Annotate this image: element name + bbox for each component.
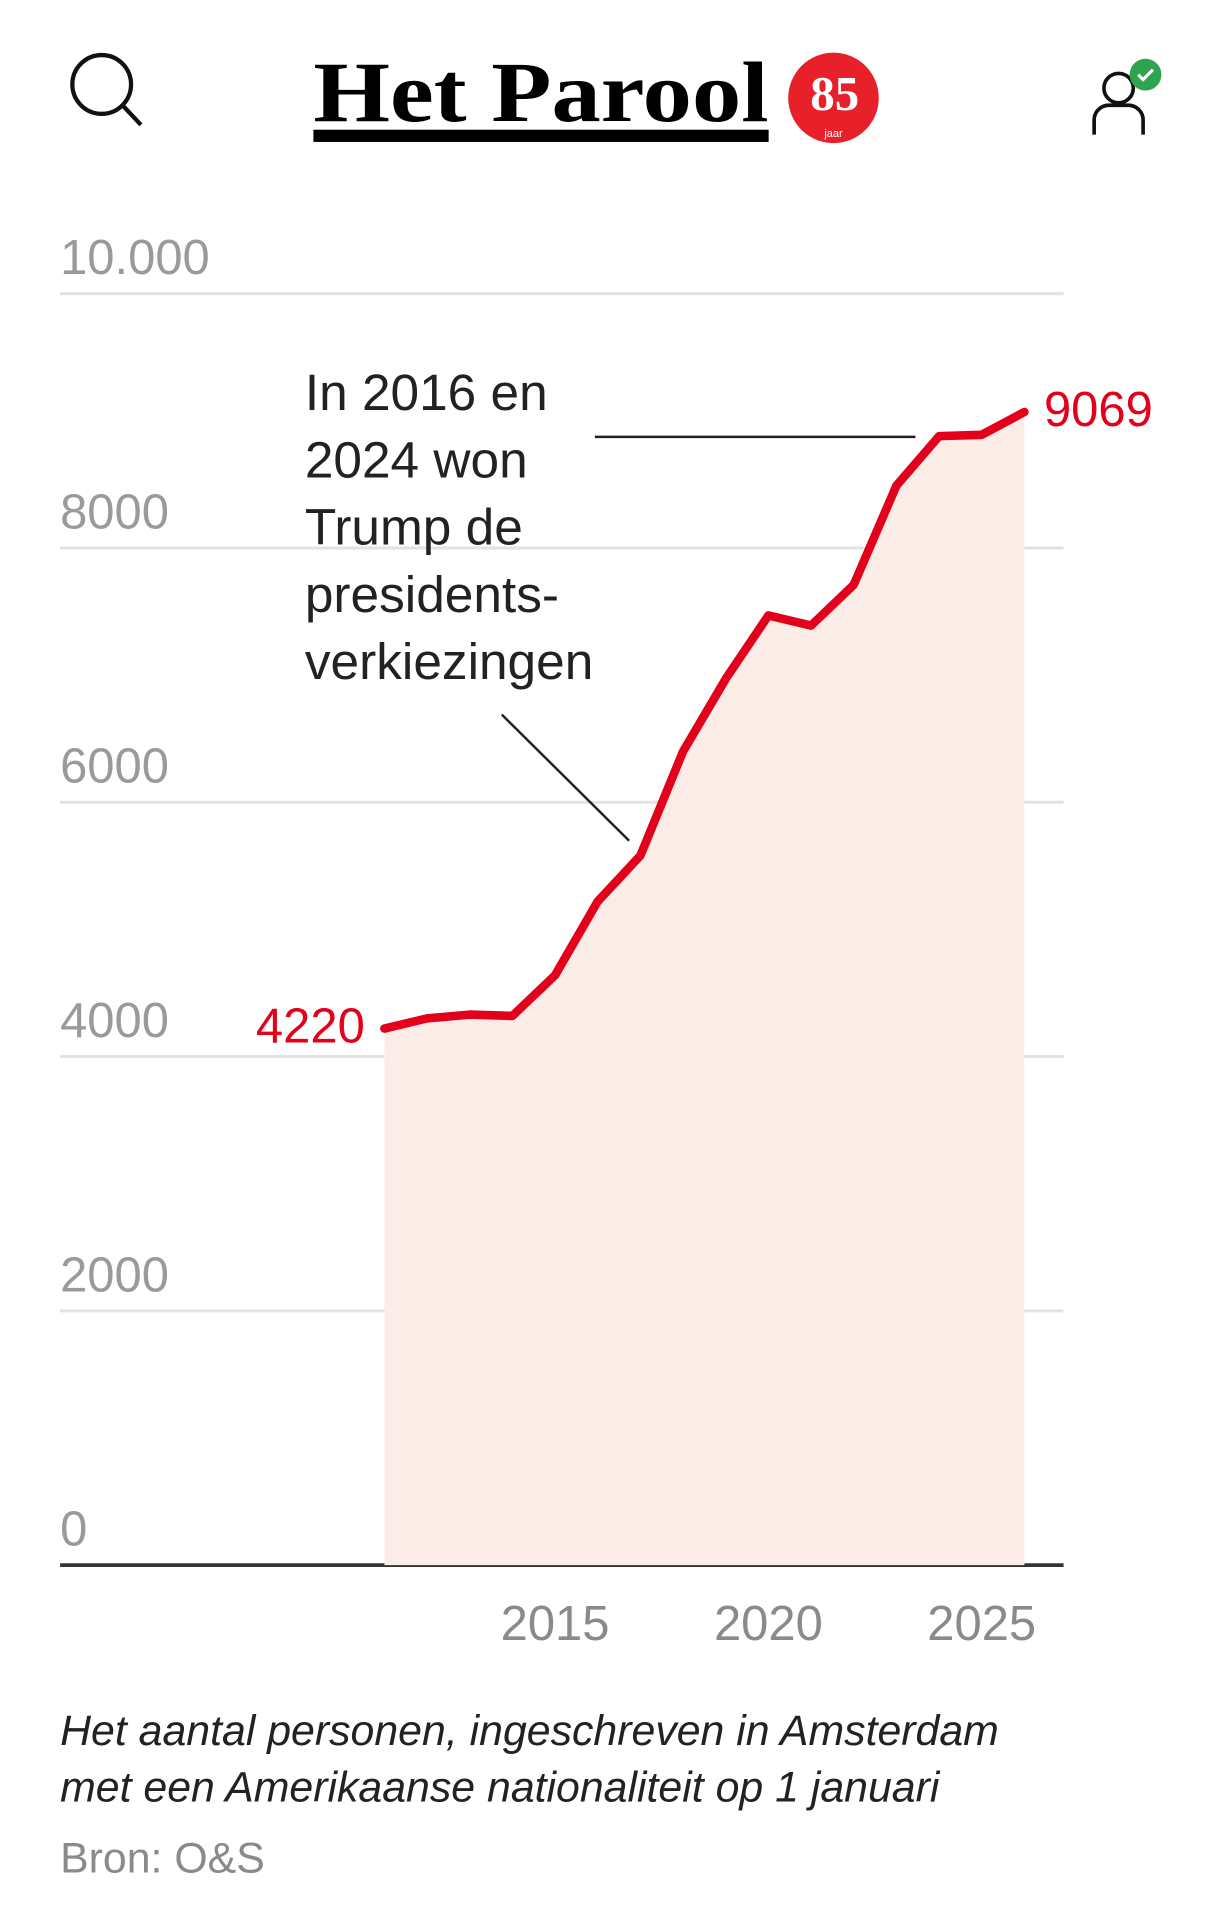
line-chart: 0 2000 4000 6000 8000 10.000 2015 2020 2025 In 2… [60, 231, 1153, 1651]
y-tick-label: 4000 [60, 994, 169, 1048]
y-tick-label: 0 [60, 1503, 87, 1557]
annotation-line: verkiezingen [305, 632, 593, 690]
last-value-label: 9069 [1044, 383, 1153, 437]
y-tick-label: 2000 [60, 1248, 169, 1302]
logo[interactable]: Het Parool 85 jaar [313, 45, 879, 144]
area-fill [384, 412, 1025, 1566]
annotation-leader [501, 713, 630, 842]
logo-text: Het Parool [313, 45, 768, 140]
search-icon[interactable] [61, 44, 147, 130]
x-tick-label: 2020 [714, 1597, 823, 1651]
source-label: Bron: O&S [60, 1834, 265, 1882]
annotation-line: In 2016 en [305, 363, 548, 421]
y-tick-label: 6000 [60, 740, 169, 794]
first-value-label: 4220 [256, 1000, 365, 1054]
annotation-line: Trump de [305, 498, 523, 556]
series-line [380, 407, 1029, 1033]
badge-text: jaar [823, 128, 843, 140]
caption-line: met een Amerikaanse nationaliteit op 1 j… [60, 1763, 941, 1811]
x-tick-label: 2015 [501, 1597, 610, 1651]
account-icon[interactable] [1092, 58, 1162, 135]
annotation: In 2016 en 2024 won Trump de presidents-… [305, 363, 916, 842]
annotation-line: 2024 won [305, 430, 528, 488]
badge-number: 85 [810, 66, 859, 121]
anniversary-badge [788, 52, 879, 144]
annotation-line: presidents- [305, 565, 559, 623]
verified-check-icon [1129, 58, 1162, 91]
x-tick-label: 2025 [927, 1597, 1036, 1651]
y-tick-label: 8000 [60, 485, 169, 539]
y-tick-label: 10.000 [60, 231, 210, 285]
caption-line: Het aantal personen, ingeschreven in Ams… [60, 1707, 999, 1755]
